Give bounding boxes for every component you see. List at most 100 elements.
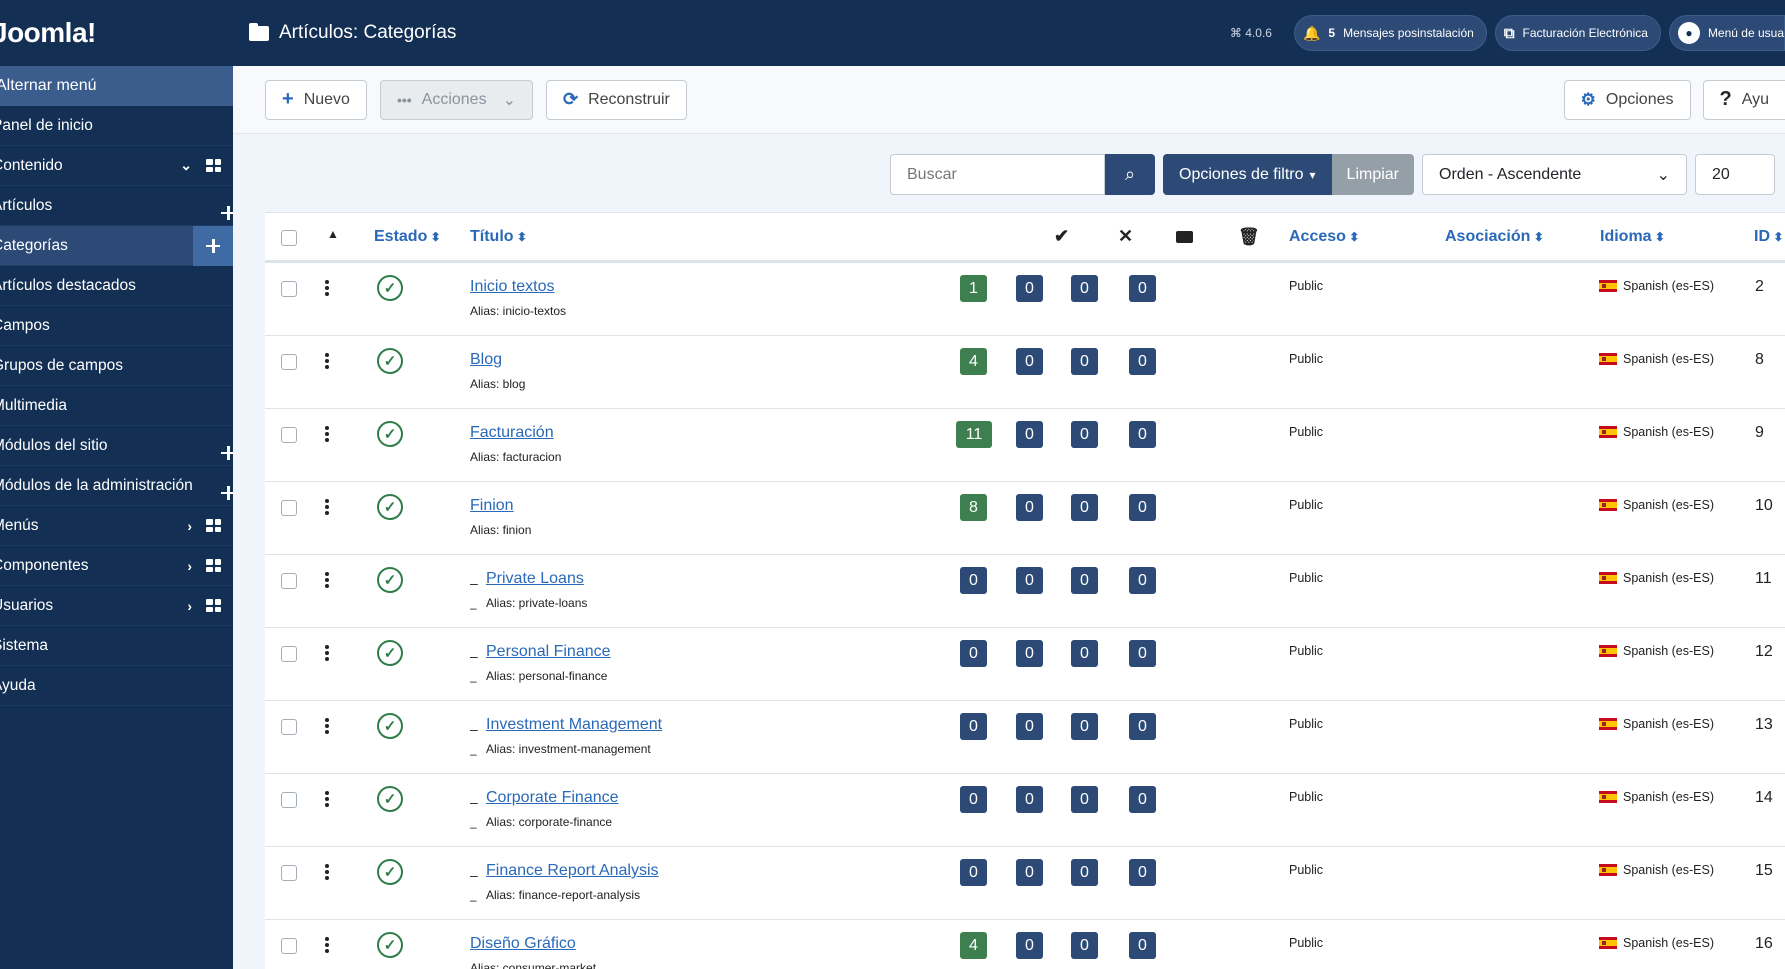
published-count-badge[interactable]: 11 [956,421,992,448]
category-title-link[interactable]: Diseño Gráfico [470,935,576,952]
sidebar-item-10[interactable]: Menús › [0,506,233,546]
list-limit-select[interactable]: 20 [1695,154,1776,195]
unpublished-count-badge[interactable]: 0 [1016,421,1043,448]
sidebar-item-4[interactable]: Artículos destacados [0,266,233,306]
published-status-icon[interactable]: ✓ [377,348,403,374]
sort-select[interactable]: Orden - Ascendente ⌄ [1422,154,1688,195]
dashboard-grid-icon[interactable] [206,519,221,532]
sidebar-item-2[interactable]: Artículos [0,186,233,226]
unpublished-count-badge[interactable]: 0 [1016,640,1043,667]
row-checkbox[interactable] [281,354,297,370]
status-column-header[interactable]: Estado [374,228,441,246]
joomla-logo[interactable]: Joomla! [0,0,233,66]
published-status-icon[interactable]: ✓ [377,786,403,812]
archived-count-badge[interactable]: 0 [1071,421,1098,448]
published-count-badge[interactable]: 4 [960,932,987,959]
published-count-badge[interactable]: 8 [960,494,987,521]
sidebar-item-5[interactable]: Campos [0,306,233,346]
published-status-icon[interactable]: ✓ [377,567,403,593]
sidebar-item-1[interactable]: Contenido ⌄ [0,146,233,186]
select-all-checkbox[interactable] [281,230,297,246]
category-title-link[interactable]: Blog [470,351,503,368]
trashed-count-badge[interactable]: 0 [1129,348,1156,375]
published-status-icon[interactable]: ✓ [377,275,403,301]
published-count-badge[interactable]: 0 [960,567,987,594]
sidebar-item-0[interactable]: Panel de inicio [0,106,233,146]
clear-button[interactable]: Limpiar [1331,154,1415,195]
trashed-count-badge[interactable]: 0 [1129,713,1156,740]
published-status-icon[interactable]: ✓ [377,713,403,739]
row-actions-dots-icon[interactable] [325,718,329,734]
unpublished-count-badge[interactable]: 0 [1016,713,1043,740]
row-actions-dots-icon[interactable] [325,937,329,953]
trashed-count-badge[interactable]: 0 [1129,786,1156,813]
ordering-sort-icon[interactable]: ▲ [327,227,339,241]
association-column-header[interactable]: Asociación [1445,228,1544,246]
category-title-link[interactable]: Investment Management [486,716,663,733]
dashboard-grid-icon[interactable] [206,159,221,172]
sidebar-item-13[interactable]: Sistema [0,626,233,666]
row-checkbox[interactable] [281,719,297,735]
sidebar-item-8[interactable]: Módulos del sitio [0,426,233,466]
published-count-badge[interactable]: 0 [960,859,987,886]
post-install-messages-button[interactable]: 🔔 5 Mensajes posinstalación [1293,15,1487,51]
row-actions-dots-icon[interactable] [325,426,329,442]
new-button[interactable]: + Nuevo [265,79,367,120]
archived-count-badge[interactable]: 0 [1071,786,1098,813]
row-checkbox[interactable] [281,500,297,516]
row-actions-dots-icon[interactable] [325,645,329,661]
archived-count-badge[interactable]: 0 [1071,713,1098,740]
category-title-link[interactable]: Facturación [470,424,554,441]
published-count-badge[interactable]: 0 [960,786,987,813]
row-checkbox[interactable] [281,646,297,662]
dashboard-grid-icon[interactable] [206,559,221,572]
id-column-header[interactable]: ID [1754,228,1783,246]
unpublished-count-badge[interactable]: 0 [1016,348,1043,375]
category-title-link[interactable]: Finion [470,497,514,514]
row-checkbox[interactable] [281,792,297,808]
published-status-icon[interactable]: ✓ [377,932,403,958]
archived-count-badge[interactable]: 0 [1071,932,1098,959]
row-actions-dots-icon[interactable] [325,280,329,296]
row-actions-dots-icon[interactable] [325,572,329,588]
sidebar-item-3[interactable]: Categorías [0,225,233,266]
toggle-menu-button[interactable]: Alternar menú [0,66,233,106]
row-checkbox[interactable] [281,573,297,589]
sidebar-item-7[interactable]: Multimedia [0,386,233,426]
rebuild-button[interactable]: ⟳ Reconstruir [545,79,687,120]
trashed-count-badge[interactable]: 0 [1129,494,1156,521]
published-count-badge[interactable]: 1 [960,275,987,302]
external-site-button[interactable]: ⧉ Facturación Electrónica [1494,15,1661,51]
help-button[interactable]: ? Ayu [1702,79,1785,120]
row-actions-dots-icon[interactable] [325,499,329,515]
user-menu-button[interactable]: ● Menú de usua [1668,15,1785,51]
category-title-link[interactable]: Private Loans [486,570,584,587]
unpublished-count-badge[interactable]: 0 [1016,932,1043,959]
archived-count-badge[interactable]: 0 [1071,275,1098,302]
archived-count-badge[interactable]: 0 [1071,494,1098,521]
row-checkbox[interactable] [281,427,297,443]
archived-count-badge[interactable]: 0 [1071,859,1098,886]
sidebar-item-9[interactable]: Módulos de la administración [0,466,233,506]
row-checkbox[interactable] [281,938,297,954]
category-title-link[interactable]: Personal Finance [486,643,611,660]
published-count-badge[interactable]: 4 [960,348,987,375]
trashed-count-badge[interactable]: 0 [1129,640,1156,667]
published-status-icon[interactable]: ✓ [377,640,403,666]
category-title-link[interactable]: Corporate Finance [486,789,619,806]
row-actions-dots-icon[interactable] [325,791,329,807]
add-item-button[interactable] [193,225,233,266]
published-count-badge[interactable]: 0 [960,640,987,667]
unpublished-count-badge[interactable]: 0 [1016,275,1043,302]
published-status-icon[interactable]: ✓ [377,421,403,447]
trashed-count-badge[interactable]: 0 [1129,421,1156,448]
trashed-count-badge[interactable]: 0 [1129,275,1156,302]
archived-count-badge[interactable]: 0 [1071,348,1098,375]
trashed-count-badge[interactable]: 0 [1129,932,1156,959]
unpublished-count-badge[interactable]: 0 [1016,567,1043,594]
options-button[interactable]: ⚙ Opciones [1563,79,1691,120]
archived-count-badge[interactable]: 0 [1071,567,1098,594]
language-column-header[interactable]: Idioma [1600,228,1665,246]
unpublished-count-badge[interactable]: 0 [1016,494,1043,521]
published-status-icon[interactable]: ✓ [377,494,403,520]
